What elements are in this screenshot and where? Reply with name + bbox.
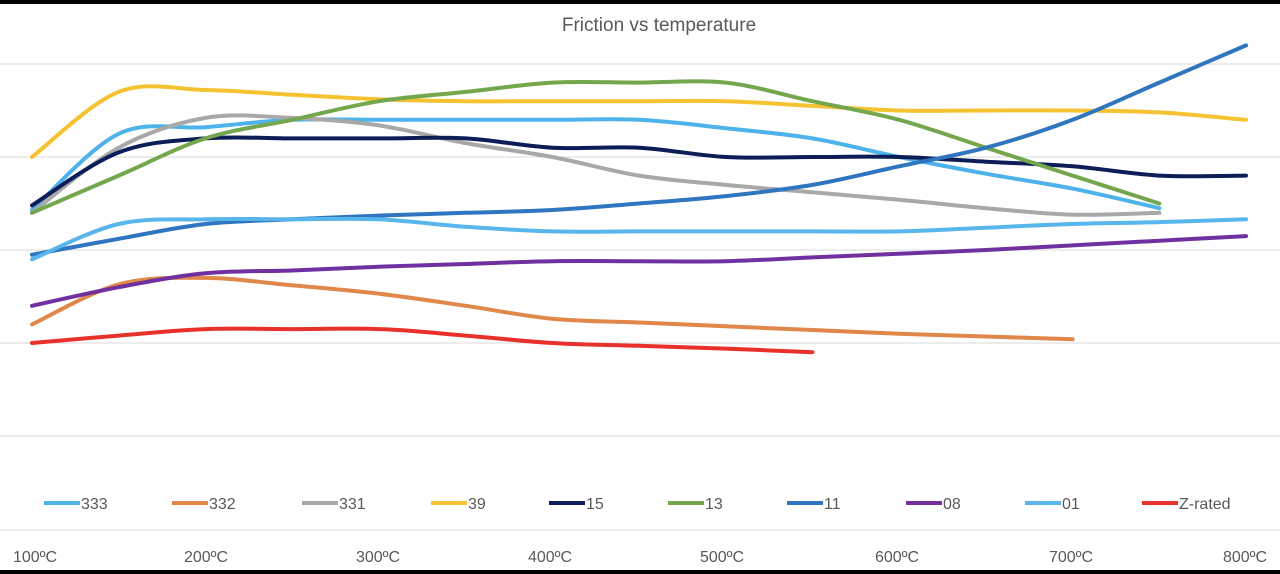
- x-tick-label: 700ºC: [1049, 549, 1093, 566]
- series-line-332: [30, 275, 1075, 342]
- legend-label-15: 15: [586, 496, 604, 513]
- x-tick-label: 800ºC: [1223, 549, 1267, 566]
- x-tick-label: 500ºC: [700, 549, 744, 566]
- series-line-13: [30, 79, 1162, 215]
- x-tick-label: 600ºC: [875, 549, 919, 566]
- series-line-08: [30, 234, 1248, 308]
- legend-label-13: 13: [705, 496, 723, 513]
- series-line-39: [30, 84, 1248, 159]
- legend-label-39: 39: [468, 496, 486, 513]
- legend-label-01: 01: [1062, 496, 1080, 513]
- x-tick-label: 400ºC: [528, 549, 572, 566]
- x-tick-label: 300ºC: [356, 549, 400, 566]
- series-line-333: [30, 117, 1162, 212]
- series-lines: [30, 43, 1248, 355]
- legend-label-08: 08: [943, 496, 961, 513]
- legend-label-z-rated: Z-rated: [1179, 496, 1231, 513]
- legend-label-332: 332: [209, 496, 236, 513]
- gridlines: [0, 63, 1280, 531]
- series-line-11: [30, 43, 1248, 257]
- legend-label-11: 11: [824, 496, 841, 513]
- x-tick-label: 200ºC: [184, 549, 228, 566]
- x-axis-tick-labels: 100ºC 200ºC 300ºC 400ºC 500ºC 600ºC 700ºC 800ºC: [13, 549, 1267, 566]
- plot-background: [0, 4, 1280, 570]
- x-tick-label: 100ºC: [13, 549, 57, 566]
- series-line-331: [30, 113, 1162, 217]
- chart-title: Friction vs temperature: [562, 15, 756, 36]
- legend-label-331: 331: [339, 496, 366, 513]
- series-line-15: [30, 135, 1248, 208]
- series-line-z-rated: [30, 326, 815, 355]
- legend: 333 332 331 39 15 13 11 08 01 Z-rated: [44, 496, 1231, 513]
- series-line-01: [30, 216, 1248, 262]
- legend-label-333: 333: [81, 496, 108, 513]
